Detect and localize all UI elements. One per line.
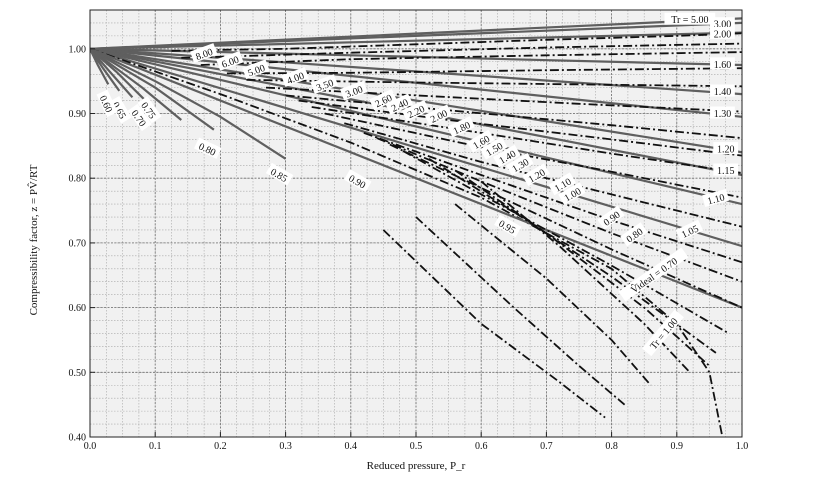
curve-label-bg [558, 182, 586, 205]
x-tick-label: 0.0 [84, 441, 97, 452]
curve-label-bg [466, 129, 495, 153]
y-tick-label: 1.00 [69, 44, 87, 55]
curve-label-bg [710, 26, 735, 39]
curve-label-bg [242, 59, 270, 80]
x-tick-label: 0.2 [214, 441, 227, 452]
curve-label-bg [281, 67, 309, 87]
curve-label-bg [127, 103, 152, 132]
curve-label-tr-1-40: 1.40 [714, 87, 732, 98]
curve-videal-0-70 [382, 229, 606, 419]
curve-label-bg [702, 188, 730, 207]
curve-label-tr-5-00: Tr = 5.00 [671, 15, 708, 26]
x-tick-label: 0.8 [605, 441, 618, 452]
curve-videal-3-50 [246, 79, 742, 88]
curve-label-bg [265, 162, 294, 186]
curve-videal-2-40 [298, 99, 742, 157]
y-tick-label: 0.50 [69, 368, 87, 379]
curve-label-bg [340, 80, 368, 101]
curve-label-bg [108, 96, 132, 124]
curve-label-bg [597, 205, 625, 230]
curve-tr-0-60 [90, 48, 110, 85]
curve-label-bg [506, 153, 534, 176]
y-tick-label: 0.40 [69, 433, 87, 444]
curve-label-bg [710, 106, 735, 119]
curve-tr-1-20 [90, 47, 742, 154]
x-tick-label: 0.5 [410, 441, 423, 452]
curve-label-tr-2-00: 2.00 [714, 29, 732, 40]
x-tick-label: 0.7 [540, 441, 553, 452]
curve-videal-1-60 [363, 132, 742, 264]
curve-label-tr-1-10: 1.10 [706, 192, 726, 207]
curve-videal-0-90 [454, 203, 652, 386]
curve-label-bg [216, 50, 244, 71]
curve-label-bg [522, 163, 550, 187]
x-tick-label: 0.9 [671, 441, 684, 452]
curve-tr-0-70 [90, 48, 134, 99]
y-tick-label: 0.80 [69, 174, 87, 185]
curve-tr-0-95 [90, 47, 742, 309]
curve-videal-2-00 [324, 112, 742, 199]
y-axis-title: Compressibility factor, z = PV̂/RT [27, 164, 40, 315]
curve-label-bg [480, 136, 508, 160]
curve-label-bg [194, 137, 222, 159]
y-tick-label: 0.70 [69, 238, 87, 249]
curve-videal-1-80 [344, 122, 742, 228]
curve-videal-1-20 [428, 158, 717, 354]
curve-label-bg [713, 142, 739, 155]
curve-tr-0-75 [90, 47, 150, 105]
x-tick-label: 1.0 [736, 441, 749, 452]
curve-label-bg [548, 172, 576, 196]
curve-label-bg [618, 247, 689, 302]
curve-label-tr-1-20: 1.20 [717, 145, 735, 156]
curve-tr-1-00 [90, 47, 724, 437]
curve-tr-3-00 [90, 21, 742, 50]
curve-videal-1-00 [480, 180, 691, 373]
x-tick-label: 0.1 [149, 441, 162, 452]
y-tick-label: 0.60 [69, 303, 87, 314]
curve-videal-5-00 [200, 51, 742, 66]
curve-videal-4-00 [226, 67, 742, 75]
x-tick-label: 0.4 [345, 441, 358, 452]
curve-label-bg [310, 74, 339, 94]
curve-label-bg [710, 17, 735, 30]
curve-tr-2-00 [90, 31, 742, 50]
curve-label-tr-3-00: 3.00 [714, 20, 732, 31]
curve-label-bg [96, 89, 118, 118]
curve-label-bg [675, 219, 704, 242]
curve-videal-1-40 [389, 143, 742, 309]
x-tick-label: 0.3 [279, 441, 292, 452]
curve-label-bg [713, 163, 739, 176]
curve-label-bg [447, 116, 475, 138]
curve-label-bg [401, 99, 430, 122]
curve-label-tr-1-60: 1.60 [714, 60, 732, 71]
curve-label-bg [710, 84, 735, 97]
curve-label-bg [664, 12, 716, 25]
curve-tr-1-10 [90, 47, 742, 206]
x-axis-title: Reduced pressure, P_r [367, 460, 466, 472]
curve-label-bg [190, 43, 218, 63]
curve-videal-2-20 [311, 106, 742, 174]
curve-label-bg [620, 222, 648, 247]
y-tick-label: 0.90 [69, 109, 87, 120]
curve-videal-8-00 [171, 32, 742, 52]
curve-label-tr-1-30: 1.30 [714, 109, 732, 120]
curve-label-bg [642, 309, 684, 357]
curve-videal-0-80 [415, 216, 626, 406]
curve-videal-1-10 [454, 169, 710, 367]
curve-label-bg [344, 169, 372, 192]
curve-label-bg [424, 104, 453, 126]
curve-videal-6-00 [181, 42, 742, 59]
x-tick-label: 0.6 [475, 441, 488, 452]
curve-label-bg [710, 57, 735, 70]
curve-label-bg [385, 93, 414, 115]
curve-label-bg [369, 88, 397, 111]
curve-label-bg [137, 96, 162, 124]
curve-tr-1-05 [90, 47, 742, 248]
curve-label-bg [494, 214, 522, 238]
curve-videal-2-60 [285, 94, 742, 139]
curve-label-tr-1-15: 1.15 [717, 166, 735, 177]
curve-label-bg [493, 144, 521, 168]
